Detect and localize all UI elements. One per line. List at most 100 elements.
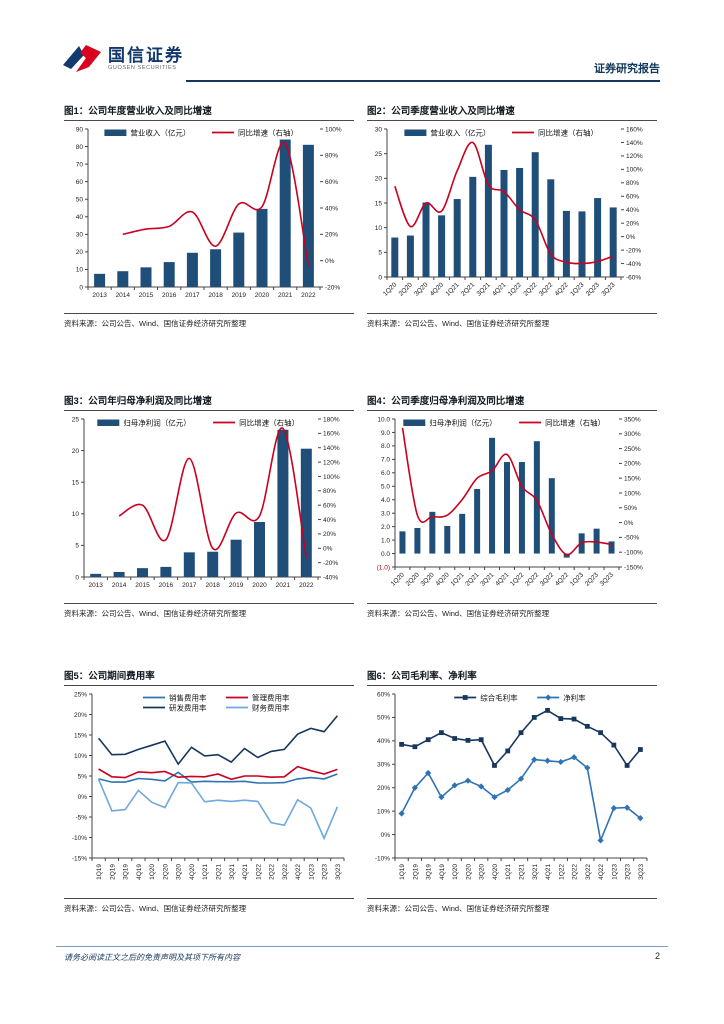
svg-text:2015: 2015 [139, 292, 154, 299]
svg-text:2.0: 2.0 [381, 524, 390, 531]
svg-text:1Q23: 1Q23 [611, 864, 618, 880]
annual-revenue-chart: 0 10 20 30 40 50 60 70 80 90 -20% 0% 20% 40% 60% 80% 100… [76, 126, 342, 299]
svg-text:140%: 140% [323, 445, 340, 452]
svg-text:2015: 2015 [135, 582, 150, 589]
svg-text:2Q22: 2Q22 [524, 571, 540, 587]
svg-text:2013: 2013 [88, 582, 103, 589]
svg-text:2Q23: 2Q23 [322, 864, 329, 880]
chart-card-quarterly-profit: 图4：公司季度归母净利润及同比增速 (1.0) 0.0 1.0 2.0 3.0 4.0 5.… [367, 393, 657, 619]
svg-text:2Q20: 2Q20 [465, 864, 472, 880]
svg-text:3Q21: 3Q21 [229, 864, 236, 880]
svg-text:2Q20: 2Q20 [162, 864, 169, 880]
svg-text:30: 30 [76, 232, 84, 239]
svg-text:20%: 20% [74, 712, 87, 719]
svg-text:3Q21: 3Q21 [479, 571, 495, 587]
svg-text:1Q21: 1Q21 [449, 571, 465, 587]
svg-text:同比增速（右轴）: 同比增速（右轴） [538, 128, 598, 138]
svg-text:80%: 80% [323, 488, 336, 495]
svg-text:4Q21: 4Q21 [242, 864, 249, 880]
svg-text:4Q22: 4Q22 [554, 571, 570, 587]
svg-text:2022: 2022 [301, 292, 316, 299]
svg-text:70: 70 [76, 161, 84, 168]
svg-text:160%: 160% [323, 431, 340, 438]
svg-text:10%: 10% [377, 808, 390, 815]
svg-text:8.0: 8.0 [381, 443, 390, 450]
svg-text:2Q20: 2Q20 [398, 281, 414, 297]
svg-text:-50%: -50% [624, 535, 639, 542]
source-note: 资料来源：公司公告、Wind、国信证券经济研究所整理 [367, 313, 657, 329]
svg-text:3Q23: 3Q23 [599, 571, 615, 587]
svg-text:80%: 80% [626, 180, 639, 187]
brand-name-cn: 国信证券 [108, 46, 184, 65]
svg-text:20: 20 [375, 176, 383, 183]
svg-text:3Q22: 3Q22 [538, 281, 554, 297]
svg-text:10: 10 [72, 511, 80, 518]
source-note: 资料来源：公司公告、Wind、国信证券经济研究所整理 [64, 898, 354, 914]
svg-text:2Q23: 2Q23 [585, 281, 601, 297]
svg-text:10: 10 [375, 225, 383, 232]
svg-text:销售费用率: 销售费用率 [169, 693, 207, 703]
svg-text:同比增速（右轴）: 同比增速（右轴） [239, 418, 299, 428]
svg-text:1Q23: 1Q23 [308, 864, 315, 880]
svg-text:40%: 40% [323, 517, 336, 524]
svg-text:10: 10 [76, 267, 84, 274]
svg-text:4Q20: 4Q20 [189, 864, 196, 880]
svg-text:4Q20: 4Q20 [434, 571, 450, 587]
svg-text:2Q21: 2Q21 [464, 571, 480, 587]
chart-card-quarterly-revenue: 图2：公司季度营业收入及同比增速 0 5 10 15 20 25 30 -60% -40% -20… [367, 103, 657, 329]
svg-text:-20%: -20% [323, 560, 338, 567]
chart-card-margins: 图6：公司毛利率、净利率 -10% 0% 10% 20% 30% 40% 50% 60% 1Q1… [367, 668, 657, 914]
svg-text:2016: 2016 [159, 582, 174, 589]
svg-text:-100%: -100% [624, 550, 643, 557]
svg-text:6.0: 6.0 [381, 470, 390, 477]
svg-text:60: 60 [76, 179, 84, 186]
svg-text:2014: 2014 [112, 582, 127, 589]
svg-text:300%: 300% [624, 431, 641, 438]
svg-text:30%: 30% [377, 762, 390, 769]
svg-text:-20%: -20% [626, 247, 641, 254]
svg-text:0%: 0% [325, 258, 335, 265]
svg-text:80: 80 [76, 144, 84, 151]
svg-text:50%: 50% [377, 715, 390, 722]
svg-text:100%: 100% [323, 474, 340, 481]
svg-text:5%: 5% [78, 773, 88, 780]
svg-text:4Q22: 4Q22 [554, 281, 570, 297]
svg-text:归母净利润（亿元）: 归母净利润（亿元） [429, 418, 497, 428]
svg-text:200%: 200% [624, 461, 641, 468]
svg-text:50: 50 [76, 197, 84, 204]
chart-title: 图5：公司期间费用率 [64, 668, 354, 686]
svg-text:0%: 0% [624, 520, 634, 527]
annual-profit-chart: 0 5 10 15 20 25 -40% -20% 0% 20% 40% 60% 80% 100% 120%… [72, 416, 340, 589]
svg-text:财务费用率: 财务费用率 [252, 703, 290, 713]
quarterly-revenue-chart: 0 5 10 15 20 25 30 -60% -40% -20% 0% 20% 40% 60% 80% 10… [375, 126, 643, 297]
svg-text:2013: 2013 [92, 292, 107, 299]
svg-text:7.0: 7.0 [381, 457, 390, 464]
svg-text:30: 30 [375, 126, 383, 133]
svg-text:2019: 2019 [232, 292, 247, 299]
svg-text:2017: 2017 [185, 292, 200, 299]
svg-text:140%: 140% [626, 140, 643, 147]
svg-text:1Q20: 1Q20 [452, 864, 459, 880]
svg-text:180%: 180% [323, 416, 340, 423]
svg-text:1Q22: 1Q22 [507, 281, 523, 297]
chart-title: 图3：公司年归母净利润及同比增速 [64, 393, 354, 411]
svg-text:2019: 2019 [229, 582, 244, 589]
page-number: 2 [654, 951, 660, 961]
source-note: 资料来源：公司公告、Wind、国信证券经济研究所整理 [367, 603, 657, 619]
svg-text:3Q22: 3Q22 [539, 571, 555, 587]
svg-text:15: 15 [375, 200, 383, 207]
svg-text:1Q21: 1Q21 [444, 281, 460, 297]
chart-title: 图6：公司毛利率、净利率 [367, 668, 657, 686]
svg-text:5.0: 5.0 [381, 484, 390, 491]
chart-card-expense-ratios: 图5：公司期间费用率 -15% -10% -5% 0% 5% 10% 15% 20% 25% 1Q… [64, 668, 354, 914]
svg-text:40%: 40% [377, 738, 390, 745]
svg-text:40%: 40% [626, 207, 639, 214]
svg-text:4.0: 4.0 [381, 497, 390, 504]
margin-chart: -10% 0% 10% 20% 30% 40% 50% 60% 1Q19 2Q19 3Q19 4Q19… [375, 691, 648, 880]
source-note: 资料来源：公司公告、Wind、国信证券经济研究所整理 [64, 603, 354, 619]
svg-text:120%: 120% [626, 153, 643, 160]
svg-text:2014: 2014 [116, 292, 131, 299]
svg-text:20%: 20% [626, 220, 639, 227]
svg-text:25%: 25% [74, 691, 87, 698]
svg-text:15%: 15% [74, 732, 87, 739]
